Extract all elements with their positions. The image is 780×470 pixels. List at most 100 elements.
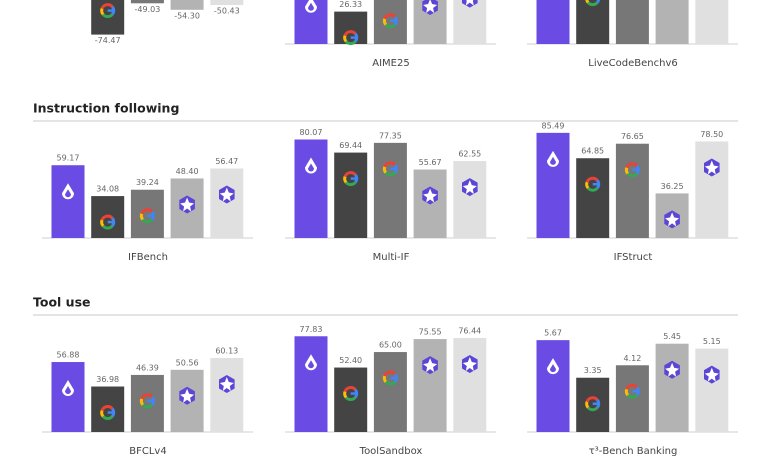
value-label: 77.35 [379, 131, 402, 140]
icon-shape [384, 23, 397, 29]
value-label: 26.33 [339, 0, 362, 9]
icon-shape [343, 386, 357, 393]
value-label: 36.98 [96, 375, 119, 384]
icon-shape [180, 197, 195, 212]
value-label: 76.65 [621, 132, 644, 141]
value-label: 77.83 [300, 325, 323, 334]
icon-shape [383, 13, 397, 20]
bar [695, 0, 729, 44]
bar [91, 386, 125, 432]
icon-shape [384, 171, 397, 177]
icon-shape [100, 8, 105, 16]
model-icon [382, 370, 398, 386]
bar [576, 158, 610, 238]
chart-title: ToolSandbox [359, 446, 423, 457]
value-label: 56.88 [57, 351, 80, 360]
icon-shape [344, 181, 357, 187]
chart-title: IFBench [128, 252, 168, 263]
value-label: -54.30 [174, 11, 200, 20]
bar [130, 189, 164, 238]
model-icon [219, 185, 235, 204]
icon-shape [462, 356, 477, 371]
model-icon [100, 405, 116, 420]
icon-shape [308, 163, 314, 172]
icon-shape [704, 160, 719, 175]
icon-shape [625, 162, 639, 169]
value-label: 64.85 [581, 147, 604, 156]
bar [294, 336, 328, 432]
icon-shape [384, 380, 397, 386]
icon-shape [180, 388, 195, 403]
icon-shape [65, 386, 71, 395]
icon-shape [343, 176, 348, 184]
value-label: 5.67 [544, 329, 562, 338]
icon-shape [383, 161, 397, 168]
chart-title: AIME25 [372, 58, 409, 69]
bar [373, 142, 407, 238]
model-icon [343, 30, 359, 46]
chart-title: LiveCodeBenchv6 [588, 58, 678, 69]
icon-shape [100, 219, 105, 227]
icon-shape [141, 218, 154, 224]
bar [695, 141, 729, 238]
icon-shape [65, 189, 71, 198]
bar [536, 132, 570, 238]
model-icon [100, 214, 116, 230]
icon-shape [140, 393, 154, 400]
bar [576, 0, 610, 44]
icon-shape [585, 0, 590, 4]
icon-shape [423, 0, 438, 14]
icon-shape [665, 362, 680, 377]
icon-shape [344, 396, 357, 402]
icon-shape [343, 390, 348, 399]
value-label: 5.45 [663, 332, 681, 341]
icon-shape [308, 2, 314, 11]
icon-shape [101, 415, 114, 420]
chart-title: Multi-IF [373, 252, 410, 263]
icon-shape [382, 166, 388, 174]
value-label: -74.47 [95, 36, 121, 45]
icon-shape [343, 35, 348, 43]
bar [453, 337, 487, 432]
chart-title: τ³-Bench Banking [589, 446, 678, 457]
value-label: 80.07 [300, 128, 323, 137]
icon-shape [382, 18, 388, 26]
icon-shape [465, 0, 474, 6]
icon-shape [101, 13, 114, 19]
section-title: Instruction following [33, 101, 179, 116]
chart-title: IFStruct [614, 252, 653, 263]
icon-shape [139, 213, 145, 221]
model-icon [100, 3, 116, 19]
icon-shape [308, 360, 314, 369]
bar [51, 165, 85, 238]
value-label: 76.44 [458, 326, 481, 335]
bar [615, 0, 649, 44]
model-icon [585, 176, 601, 192]
icon-shape [100, 3, 114, 10]
icon-shape [219, 377, 234, 392]
model-icon [422, 356, 438, 375]
icon-shape [665, 212, 680, 227]
model-icon [704, 158, 720, 177]
icon-shape [100, 405, 114, 412]
model-icon [305, 0, 317, 13]
icon-shape [586, 1, 599, 7]
icon-shape [383, 370, 397, 377]
model-icon [461, 0, 478, 8]
value-label: 65.00 [379, 341, 402, 350]
bar [130, 374, 164, 432]
value-label: 48.40 [176, 167, 199, 176]
model-icon [624, 162, 640, 178]
model-icon [179, 386, 195, 405]
chart-title: BFCLv4 [129, 446, 166, 457]
icon-shape [585, 181, 590, 190]
section-title: Tool use [33, 295, 91, 310]
icon-shape [586, 406, 599, 412]
model-icon [219, 375, 235, 394]
model-icon [585, 396, 601, 412]
value-label: 36.25 [661, 182, 684, 191]
value-label: 69.44 [339, 141, 362, 150]
icon-shape [343, 30, 357, 37]
icon-shape [343, 171, 357, 178]
icon-shape [101, 224, 114, 230]
